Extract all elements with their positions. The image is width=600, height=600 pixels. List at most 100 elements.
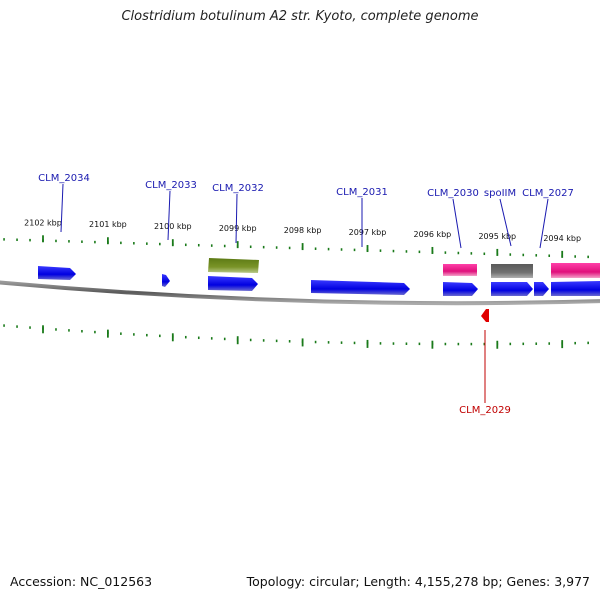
lower-minor-tick [392, 342, 395, 345]
upper-minor-tick [29, 238, 31, 242]
lower-major-tick [42, 325, 44, 334]
lower-major-tick [561, 340, 564, 349]
lower-minor-tick [405, 342, 408, 345]
upper-minor-tick [353, 248, 356, 252]
gene-labels: CLM_2034 CLM_2033 CLM_2032 CLM_2031 CLM_… [38, 173, 574, 416]
upper-minor-tick [314, 247, 317, 250]
lower-minor-tick [587, 341, 589, 345]
label-clm-2029[interactable]: CLM_2029 [459, 405, 511, 416]
upper-minor-tick [249, 245, 252, 249]
forward-features [38, 258, 600, 296]
lower-minor-tick [81, 329, 83, 333]
gene-arrow-clm-2033[interactable] [162, 274, 170, 287]
label-clm-2031[interactable]: CLM_2031 [336, 187, 388, 198]
lower-minor-tick [3, 324, 5, 327]
lower-minor-tick [159, 334, 161, 338]
lower-minor-tick [314, 340, 317, 344]
lower-minor-tick [288, 340, 291, 343]
upper-minor-tick [55, 239, 57, 243]
upper-minor-tick [223, 244, 226, 248]
lower-minor-tick [29, 326, 31, 329]
gene-arrow-clm-2029[interactable] [481, 309, 489, 322]
upper-minor-tick [184, 243, 187, 247]
upper-major-tick [171, 239, 174, 247]
lower-minor-tick [548, 342, 551, 345]
upper-minor-tick [509, 253, 512, 256]
lower-minor-tick [249, 338, 252, 342]
upper-minor-tick [146, 242, 148, 245]
upper-major-tick [561, 250, 564, 258]
lower-minor-tick [184, 335, 187, 339]
lower-minor-tick [197, 336, 200, 340]
label-leader-lines [60, 183, 549, 403]
lower-minor-tick [262, 339, 265, 342]
upper-minor-tick [418, 250, 421, 254]
feature-olive-clm-2032[interactable] [208, 258, 259, 273]
lower-minor-tick [457, 342, 460, 346]
lower-minor-tick [146, 333, 148, 337]
genome-summary-text: Topology: circular; Length: 4,155,278 bp… [246, 574, 590, 589]
lower-minor-tick [379, 342, 382, 345]
label-clm-2027[interactable]: CLM_2027 [522, 188, 574, 199]
label-clm-2030[interactable]: CLM_2030 [427, 188, 479, 199]
upper-minor-tick [3, 238, 5, 241]
lower-minor-tick [509, 342, 512, 346]
upper-minor-tick [262, 245, 265, 249]
lower-minor-tick [535, 342, 538, 345]
upper-minor-tick [133, 242, 135, 245]
label-clm-2033[interactable]: CLM_2033 [145, 180, 197, 191]
gene-arrow-clm-2034[interactable] [38, 266, 76, 280]
tick-label: 2094 kbp [543, 234, 581, 243]
upper-minor-tick [210, 244, 213, 247]
gene-arrow-clm-2027[interactable] [551, 281, 600, 296]
upper-major-tick [496, 248, 499, 256]
upper-minor-tick [379, 249, 382, 252]
label-clm-2034[interactable]: CLM_2034 [38, 173, 90, 184]
lower-scale-ruler [3, 324, 589, 349]
scale-tick-labels: 2102 kbp 2101 kbp 2100 kbp 2099 kbp 2098 kbp… [24, 218, 581, 243]
tick-label: 2097 kbp [349, 228, 387, 237]
upper-minor-tick [197, 243, 200, 247]
upper-minor-tick [68, 240, 70, 243]
tick-label: 2100 kbp [154, 222, 192, 231]
gene-arrow-spoiim[interactable] [491, 282, 533, 296]
upper-minor-tick [120, 241, 122, 245]
upper-minor-tick [392, 249, 395, 253]
upper-minor-tick [548, 254, 551, 257]
upper-minor-tick [159, 242, 161, 246]
lower-minor-tick [444, 342, 447, 346]
gene-arrow-clm-2031[interactable] [311, 280, 410, 295]
lower-minor-tick [418, 342, 421, 346]
trna-clm-2027[interactable] [551, 263, 600, 278]
lower-minor-tick [574, 341, 576, 345]
upper-minor-tick [288, 246, 291, 250]
lower-minor-tick [210, 337, 213, 340]
gene-arrow-clm-2032[interactable] [208, 276, 258, 291]
trna-clm-2030[interactable] [443, 264, 477, 276]
label-spoiim[interactable]: spoIIM [484, 188, 516, 199]
lower-minor-tick [16, 325, 18, 328]
accession-text: Accession: NC_012563 [10, 574, 153, 589]
upper-minor-tick [16, 238, 18, 242]
upper-minor-tick [457, 251, 460, 255]
lower-minor-tick [327, 341, 330, 344]
gene-arrow-clm-2030[interactable] [443, 282, 478, 296]
lower-major-tick [171, 333, 174, 342]
upper-minor-tick [340, 248, 343, 251]
lower-minor-tick [223, 337, 226, 341]
upper-minor-tick [405, 250, 408, 253]
upper-major-tick [366, 245, 369, 253]
feature-gray-spoiim[interactable] [491, 264, 533, 278]
upper-minor-tick [535, 254, 538, 257]
gene-arrow-clm-2028[interactable] [534, 282, 549, 296]
label-clm-2032[interactable]: CLM_2032 [212, 183, 264, 194]
lower-minor-tick [120, 332, 122, 335]
upper-minor-tick [587, 255, 589, 259]
upper-minor-tick [444, 251, 447, 254]
lower-major-tick [301, 338, 304, 347]
lower-major-tick [107, 329, 109, 338]
lower-major-tick [236, 336, 239, 345]
lower-minor-tick [340, 341, 343, 344]
lower-minor-tick [55, 328, 57, 331]
